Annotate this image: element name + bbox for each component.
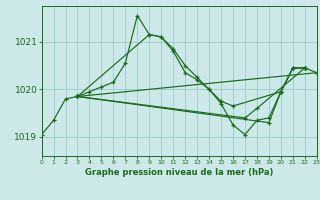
X-axis label: Graphe pression niveau de la mer (hPa): Graphe pression niveau de la mer (hPa) xyxy=(85,168,273,177)
